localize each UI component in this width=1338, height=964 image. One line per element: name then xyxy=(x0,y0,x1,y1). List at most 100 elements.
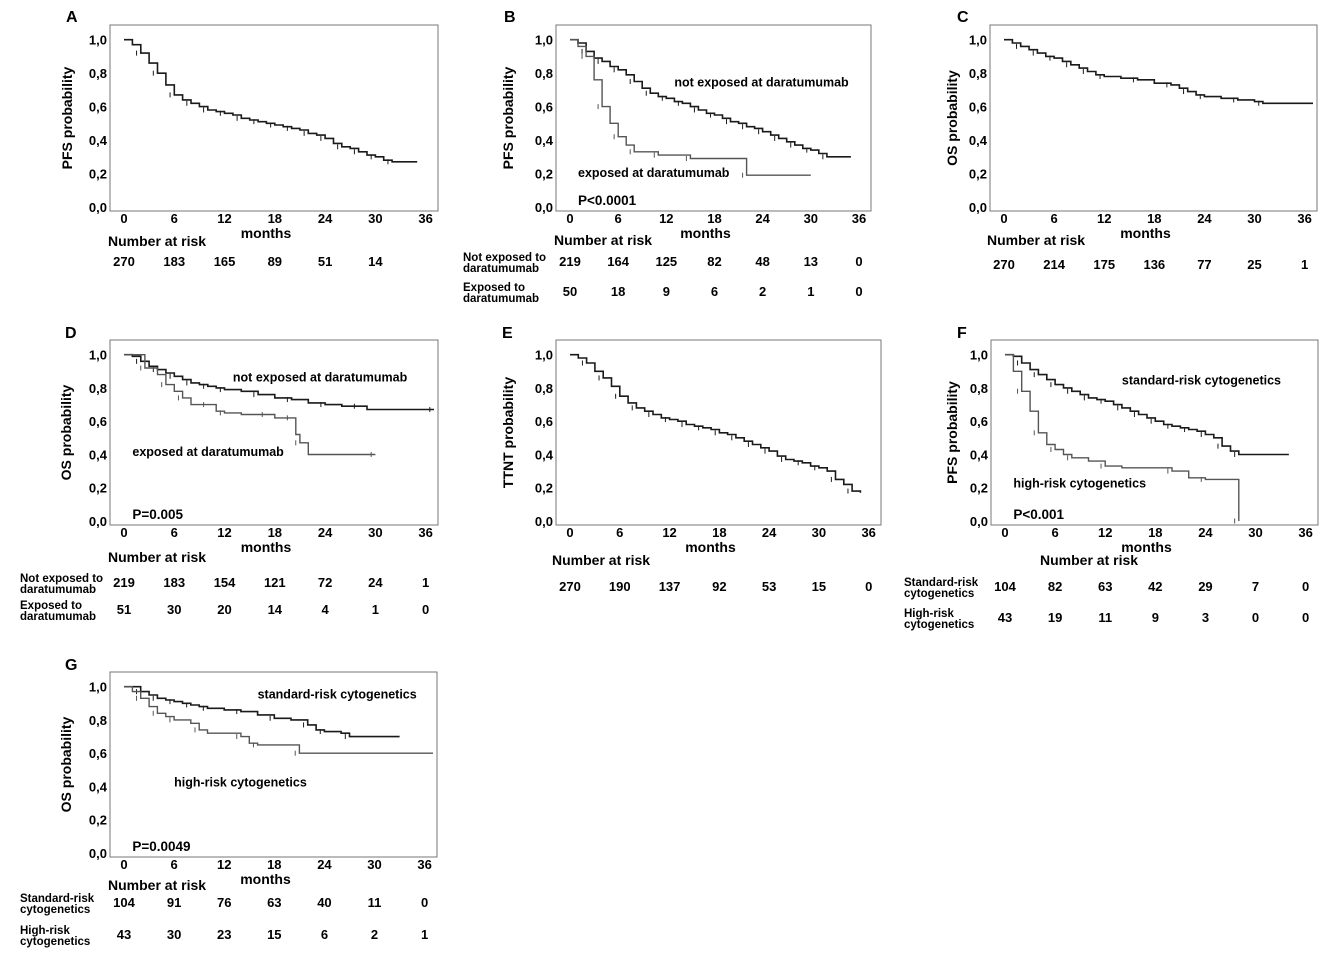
risk-count: 18 xyxy=(611,284,625,299)
panel-letter: F xyxy=(957,325,967,342)
risk-count: 104 xyxy=(994,579,1016,594)
y-tick-label: 0,8 xyxy=(970,381,988,396)
x-tick-label: 24 xyxy=(762,525,777,540)
curve-annotation: standard-risk cytogenetics xyxy=(1122,374,1281,388)
risk-count: 9 xyxy=(1152,610,1159,625)
y-axis-label: PFS probability xyxy=(944,381,960,484)
risk-count: 15 xyxy=(812,579,826,594)
y-tick-label: 0,8 xyxy=(535,381,553,396)
risk-row-label: daratumumab xyxy=(463,263,539,275)
y-tick-label: 0,4 xyxy=(970,447,989,462)
x-tick-label: 36 xyxy=(1298,525,1312,540)
x-tick-label: 30 xyxy=(804,211,818,226)
risk-count: 11 xyxy=(1098,610,1112,625)
risk-row-label: Exposed to xyxy=(20,600,82,612)
risk-count: 121 xyxy=(264,575,286,590)
x-tick-label: 30 xyxy=(1247,211,1261,226)
x-tick-label: 12 xyxy=(659,211,673,226)
risk-count: 82 xyxy=(1048,579,1062,594)
risk-count: 13 xyxy=(804,254,818,269)
x-tick-label: 24 xyxy=(755,211,770,226)
x-tick-label: 6 xyxy=(1050,211,1057,226)
x-tick-label: 30 xyxy=(1248,525,1262,540)
y-tick-label: 1,0 xyxy=(89,348,107,363)
y-tick-label: 0,6 xyxy=(535,414,553,429)
y-tick-label: 0,0 xyxy=(89,514,107,529)
x-tick-label: 18 xyxy=(1147,211,1161,226)
risk-count: 23 xyxy=(217,927,231,942)
risk-count: 91 xyxy=(167,895,181,910)
risk-count: 6 xyxy=(321,927,328,942)
risk-count: 154 xyxy=(214,575,236,590)
risk-count: 63 xyxy=(267,895,281,910)
x-tick-label: 36 xyxy=(1297,211,1311,226)
survival-curve-2 xyxy=(570,39,811,176)
x-tick-label: 24 xyxy=(1197,211,1212,226)
risk-count: 14 xyxy=(368,254,383,269)
x-axis-label: months xyxy=(1120,225,1171,241)
risk-count: 190 xyxy=(609,579,631,594)
x-tick-label: 36 xyxy=(417,857,431,872)
survival-curve-2 xyxy=(124,686,433,754)
risk-count: 3 xyxy=(1202,610,1209,625)
risk-count: 219 xyxy=(113,575,135,590)
risk-count: 0 xyxy=(1252,610,1259,625)
risk-row-label: cytogenetics xyxy=(20,904,90,916)
curve-annotation: high-risk cytogenetics xyxy=(174,775,307,789)
risk-count: 29 xyxy=(1198,579,1212,594)
risk-count: 40 xyxy=(317,895,331,910)
risk-count: 77 xyxy=(1197,257,1211,272)
y-tick-label: 0,4 xyxy=(89,779,108,794)
risk-count: 1 xyxy=(422,575,429,590)
risk-count: 89 xyxy=(268,254,282,269)
km-panel-D: D 0,0 0,2 0,4 0,6 0,8 1,0 0 6 12 18 24 30 36 OS probab… xyxy=(20,325,439,623)
risk-count: 50 xyxy=(563,284,577,299)
p-value: P<0.0001 xyxy=(578,193,637,208)
plot-frame xyxy=(555,24,872,212)
curve-annotation: exposed at daratumumab xyxy=(578,166,730,180)
risk-row-label: daratumumab xyxy=(463,293,539,305)
risk-count: 11 xyxy=(368,895,382,910)
y-tick-label: 1,0 xyxy=(535,348,553,363)
x-axis-label: months xyxy=(1121,539,1172,555)
risk-count: 20 xyxy=(217,602,231,617)
y-tick-label: 0,6 xyxy=(89,746,107,761)
curve-annotation: not exposed at daratumumab xyxy=(233,370,408,384)
risk-count: 136 xyxy=(1143,257,1165,272)
risk-count: 125 xyxy=(655,254,677,269)
p-value: P=0.005 xyxy=(132,507,183,522)
x-tick-label: 12 xyxy=(217,211,231,226)
x-axis-label: months xyxy=(685,539,736,555)
panel-letter: G xyxy=(65,657,77,674)
risk-count: 104 xyxy=(113,895,135,910)
y-tick-label: 0,6 xyxy=(535,100,553,115)
risk-table-title: Number at risk xyxy=(108,549,206,565)
x-tick-label: 12 xyxy=(217,857,231,872)
risk-count: 2 xyxy=(759,284,766,299)
x-tick-label: 6 xyxy=(171,211,178,226)
risk-row-label: Not exposed to xyxy=(463,252,546,264)
y-tick-label: 0,8 xyxy=(969,66,987,81)
risk-count: 92 xyxy=(712,579,726,594)
risk-count: 51 xyxy=(117,602,131,617)
risk-row-label: Not exposed to xyxy=(20,573,103,585)
x-tick-label: 6 xyxy=(1051,525,1058,540)
risk-count: 0 xyxy=(1302,610,1309,625)
risk-row-label: High-risk xyxy=(20,925,70,937)
risk-count: 63 xyxy=(1098,579,1112,594)
x-tick-label: 18 xyxy=(707,211,721,226)
y-tick-label: 0,0 xyxy=(535,200,553,215)
plot-frame xyxy=(990,339,1319,526)
risk-count: 0 xyxy=(865,579,872,594)
risk-table-title: Number at risk xyxy=(108,877,206,893)
x-tick-label: 0 xyxy=(120,525,127,540)
curve-annotation: exposed at daratumumab xyxy=(132,445,284,459)
y-tick-label: 0,8 xyxy=(89,381,107,396)
risk-count: 164 xyxy=(607,254,629,269)
y-tick-label: 0,2 xyxy=(89,813,107,828)
x-tick-label: 18 xyxy=(268,211,282,226)
y-tick-label: 0,2 xyxy=(970,481,988,496)
y-tick-label: 0,4 xyxy=(969,133,988,148)
risk-count: 19 xyxy=(1048,610,1062,625)
risk-row-label: Exposed to xyxy=(463,282,525,294)
